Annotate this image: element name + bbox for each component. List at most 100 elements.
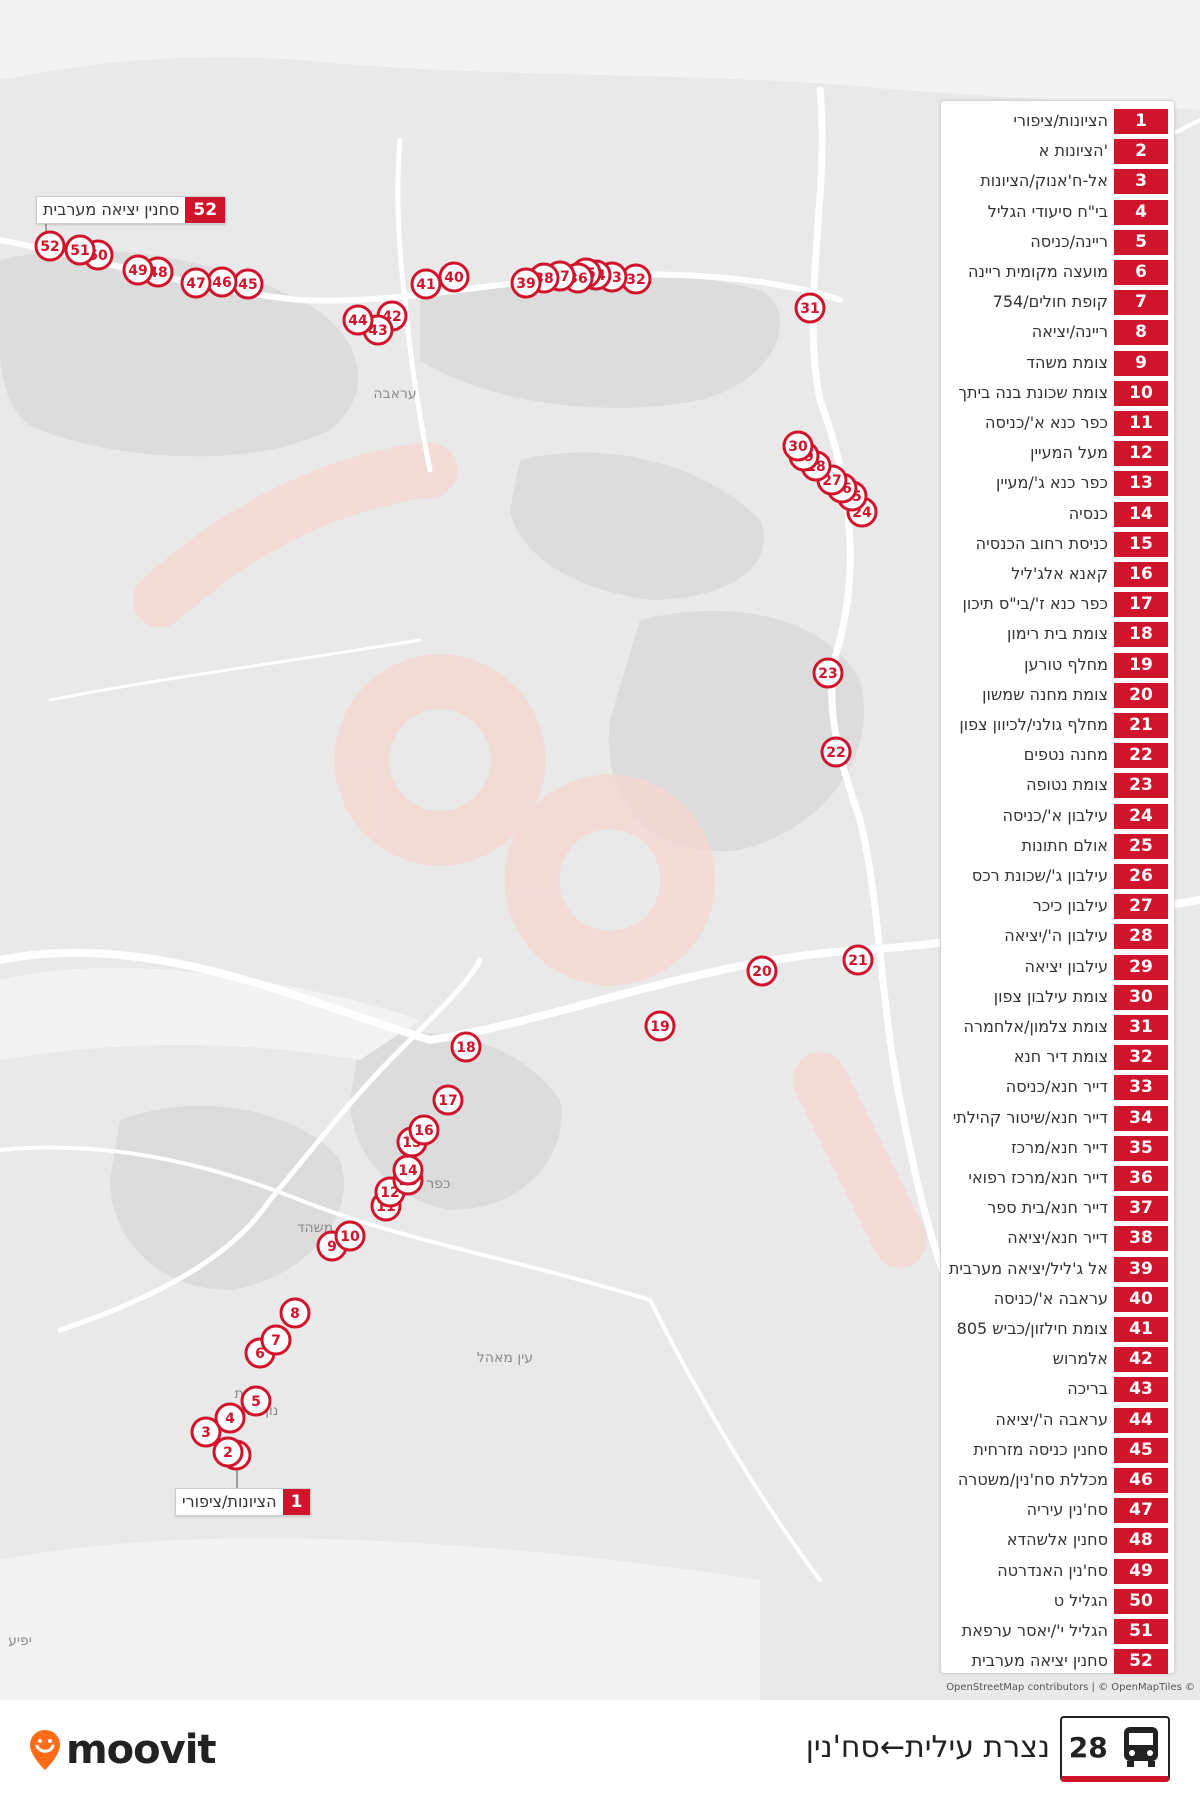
legend-row[interactable]: 9 צומת משהד	[941, 349, 1174, 379]
legend-row[interactable]: 17 כפר כנא ז'/בי"ס תיכון	[941, 590, 1174, 620]
stop-marker-17[interactable]: 17	[432, 1084, 464, 1116]
legend-row[interactable]: 20 צומת מחנה שמשון	[941, 681, 1174, 711]
legend-row[interactable]: 36 דייר חנא/מרכז רפואי	[941, 1164, 1174, 1194]
legend-row[interactable]: 14 כנסיה	[941, 500, 1174, 530]
legend-row[interactable]: 19 מחלף טורען	[941, 651, 1174, 681]
stop-marker-label: 20	[752, 964, 772, 980]
legend-row[interactable]: 37 דייר חנא/בית ספר	[941, 1194, 1174, 1224]
last-stop-number: 52	[185, 197, 226, 223]
stop-marker-8[interactable]: 8	[279, 1297, 311, 1329]
legend-row[interactable]: 32 צומת דיר חנא	[941, 1043, 1174, 1073]
stop-marker-10[interactable]: 10	[334, 1220, 366, 1252]
stop-marker-21[interactable]: 21	[842, 944, 874, 976]
stop-marker-14[interactable]: 14	[392, 1154, 424, 1186]
legend-row[interactable]: 34 דייר חנא/שיטור קהילתי	[941, 1104, 1174, 1134]
legend-stop-name: בריכה	[1067, 1379, 1108, 1399]
stop-marker-18[interactable]: 18	[450, 1031, 482, 1063]
legend-row[interactable]: 6 מועצה מקומית ריינה	[941, 258, 1174, 288]
stop-marker-45[interactable]: 45	[232, 268, 264, 300]
legend-row[interactable]: 45 סחנין כניסה מזרחית	[941, 1436, 1174, 1466]
legend-row[interactable]: 52 סחנין יציאה מערבית	[941, 1647, 1174, 1677]
legend-row[interactable]: 49 סח'נין האנדרטה	[941, 1557, 1174, 1587]
legend-row[interactable]: 4 בי"ח סיעודי הגליל	[941, 198, 1174, 228]
legend-row[interactable]: 3 אל-ח'אנוק/הציונות	[941, 167, 1174, 197]
legend-stop-number: 16	[1114, 562, 1168, 587]
stop-marker-19[interactable]: 19	[644, 1010, 676, 1042]
legend-row[interactable]: 42 אלמרוש	[941, 1345, 1174, 1375]
stop-marker-16[interactable]: 16	[408, 1114, 440, 1146]
legend-row[interactable]: 44 עראבה ה'/יציאה	[941, 1406, 1174, 1436]
legend-row[interactable]: 11 כפר כנא א'/כניסה	[941, 409, 1174, 439]
legend-row[interactable]: 23 צומת נטופה	[941, 771, 1174, 801]
stop-marker-31[interactable]: 31	[794, 292, 826, 324]
legend-row[interactable]: 1 הציונות/ציפורי	[941, 107, 1174, 137]
legend-row[interactable]: 46 מכללת סח'נין/משטרה	[941, 1466, 1174, 1496]
stop-marker-label: 9	[327, 1239, 337, 1255]
legend-row[interactable]: 25 אולם חתונות	[941, 832, 1174, 862]
stop-marker-51[interactable]: 51	[64, 234, 96, 266]
first-stop-callout[interactable]: הציונות/ציפורי 1	[175, 1488, 312, 1516]
legend-row[interactable]: 27 עילבון כיכר	[941, 892, 1174, 922]
legend-row[interactable]: 22 מחנה נטפים	[941, 741, 1174, 771]
legend-row[interactable]: 12 מעל המעיין	[941, 439, 1174, 469]
stop-marker-32[interactable]: 32	[620, 263, 652, 295]
stop-marker-23[interactable]: 23	[812, 657, 844, 689]
legend-row[interactable]: 33 דייר חנא/כניסה	[941, 1073, 1174, 1103]
stop-marker-30[interactable]: 30	[782, 430, 814, 462]
stop-marker-46[interactable]: 46	[206, 266, 238, 298]
legend-row[interactable]: 39 אל ג'ליל/יציאה מערבית	[941, 1255, 1174, 1285]
legend-row[interactable]: 5 ריינה/כניסה	[941, 228, 1174, 258]
legend-row[interactable]: 43 בריכה	[941, 1375, 1174, 1405]
legend-row[interactable]: 2 'הציונות א	[941, 137, 1174, 167]
last-stop-callout[interactable]: סחנין יציאה מערבית 52	[36, 196, 227, 224]
stop-marker-3[interactable]: 3	[190, 1416, 222, 1448]
legend-row[interactable]: 10 צומת שכונת בנה ביתך	[941, 379, 1174, 409]
legend-row[interactable]: 50 הגליל ט	[941, 1587, 1174, 1617]
legend-stop-number: 38	[1114, 1226, 1168, 1252]
map-attribution[interactable]: OpenStreetMap contributors | © OpenMapTi…	[946, 1682, 1195, 1693]
legend-row[interactable]: 16 קאנא אלג'ליל	[941, 560, 1174, 590]
stop-marker-52[interactable]: 52	[34, 230, 66, 262]
legend-row[interactable]: 13 כפר כנא ג'/מעיין	[941, 469, 1174, 499]
legend-row[interactable]: 29 עילבון יציאה	[941, 953, 1174, 983]
stop-marker-2[interactable]: 2	[212, 1436, 244, 1468]
stop-markers[interactable]: 1234567891011121314151617181920212223242…	[34, 230, 878, 1471]
stop-marker-39[interactable]: 39	[510, 267, 542, 299]
legend-row[interactable]: 30 צומת עילבון צפון	[941, 983, 1174, 1013]
stop-marker-20[interactable]: 20	[746, 955, 778, 987]
legend-row[interactable]: 31 צומת צלמון/אלחמרה	[941, 1013, 1174, 1043]
stop-marker-4[interactable]: 4	[214, 1402, 246, 1434]
stop-marker-47[interactable]: 47	[180, 267, 212, 299]
legend-row[interactable]: 26 עילבון ג'/שכונת רכס	[941, 862, 1174, 892]
legend-stop-number: 17	[1114, 592, 1168, 618]
legend-stop-name: ריינה/יציאה	[1031, 322, 1108, 342]
stop-marker-49[interactable]: 49	[122, 254, 154, 286]
legend-row[interactable]: 51 הגליל י'/יאסר ערפאת	[941, 1617, 1174, 1647]
legend-row[interactable]: 40 עראבה א'/כניסה	[941, 1285, 1174, 1315]
legend-stop-number: 7	[1114, 290, 1168, 316]
stop-marker-44[interactable]: 44	[342, 304, 374, 336]
legend-stop-name: צומת צלמון/אלחמרה	[963, 1017, 1108, 1036]
legend-stop-name: אל ג'ליל/יציאה מערבית	[948, 1258, 1108, 1278]
stop-marker-41[interactable]: 41	[410, 268, 442, 300]
legend-row[interactable]: 18 צומת בית רימון	[941, 620, 1174, 650]
stop-marker-22[interactable]: 22	[820, 736, 852, 768]
legend-row[interactable]: 38 דייר חנא/יציאה	[941, 1224, 1174, 1254]
legend-row[interactable]: 28 עילבון ה'/יציאה	[941, 922, 1174, 952]
stop-marker-40[interactable]: 40	[438, 261, 470, 293]
stop-marker-5[interactable]: 5	[240, 1385, 272, 1417]
stop-marker-7[interactable]: 7	[260, 1324, 292, 1356]
legend-stop-number: 37	[1114, 1196, 1168, 1222]
legend-stop-name: צומת חילזון/כביש 805	[956, 1319, 1108, 1338]
legend-row[interactable]: 8 ריינה/יציאה	[941, 318, 1174, 348]
legend-row[interactable]: 21 מחלף גולני/לכיוון צפון	[941, 711, 1174, 741]
legend-row[interactable]: 47 סח'נין עיריה	[941, 1496, 1174, 1526]
moovit-logo[interactable]: moovit	[28, 1727, 217, 1773]
legend-row[interactable]: 35 דייר חנא/מרכז	[941, 1134, 1174, 1164]
legend-row[interactable]: 15 כניסת רחוב הכנסיה	[941, 530, 1174, 560]
stops-legend[interactable]: 1 הציונות/ציפורי 2 'הציונות א 3 אל-ח'אנוק/הצי…	[940, 100, 1175, 1677]
legend-row[interactable]: 24 עילבון א'/כניסה	[941, 802, 1174, 832]
legend-row[interactable]: 7 קופת חולים/754	[941, 288, 1174, 318]
legend-row[interactable]: 48 סחנין אלשהדא	[941, 1526, 1174, 1556]
legend-row[interactable]: 41 צומת חילזון/כביש 805	[941, 1315, 1174, 1345]
